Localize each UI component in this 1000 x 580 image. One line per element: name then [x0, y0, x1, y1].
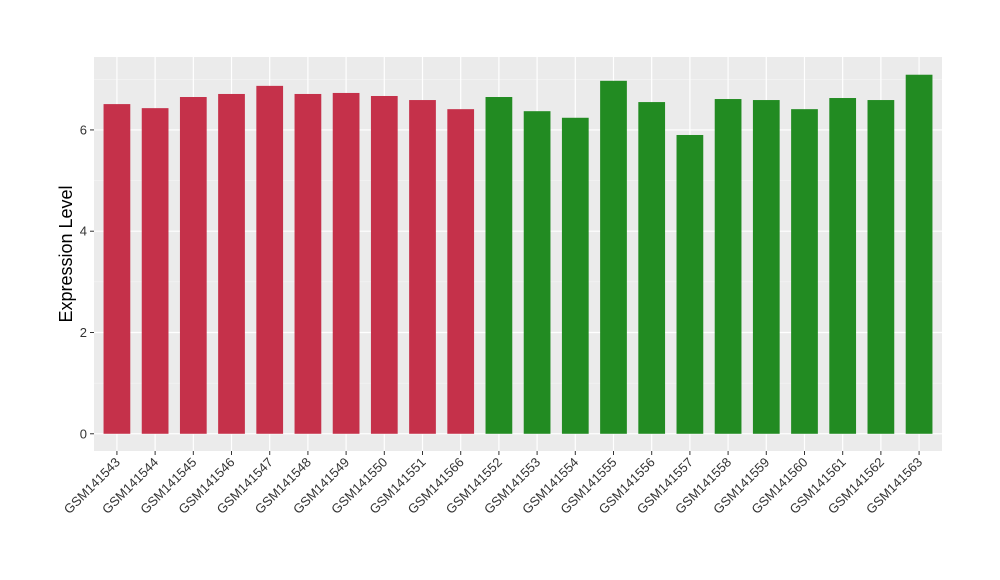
bar	[714, 99, 742, 434]
bar	[332, 92, 360, 434]
bar	[791, 109, 818, 434]
bar	[561, 117, 589, 434]
bar	[676, 134, 704, 434]
bar	[600, 80, 627, 434]
bar	[829, 98, 857, 434]
y-tick-label: 0	[80, 426, 87, 441]
y-axis-label: Expression Level	[56, 185, 76, 322]
bar	[179, 97, 207, 434]
bar	[256, 85, 284, 434]
bar	[141, 108, 169, 434]
bar	[447, 109, 475, 434]
bar	[867, 100, 895, 434]
bar	[905, 74, 933, 434]
bar	[638, 102, 666, 434]
y-tick-label: 4	[80, 224, 87, 239]
bar	[752, 100, 780, 434]
y-tick-label: 6	[80, 122, 87, 137]
bar	[523, 111, 551, 434]
bar	[294, 93, 322, 434]
bar	[218, 93, 245, 434]
bar	[409, 100, 436, 434]
bar	[103, 104, 131, 434]
y-tick-label: 2	[80, 325, 87, 340]
bar	[485, 97, 513, 434]
bar	[370, 95, 398, 434]
